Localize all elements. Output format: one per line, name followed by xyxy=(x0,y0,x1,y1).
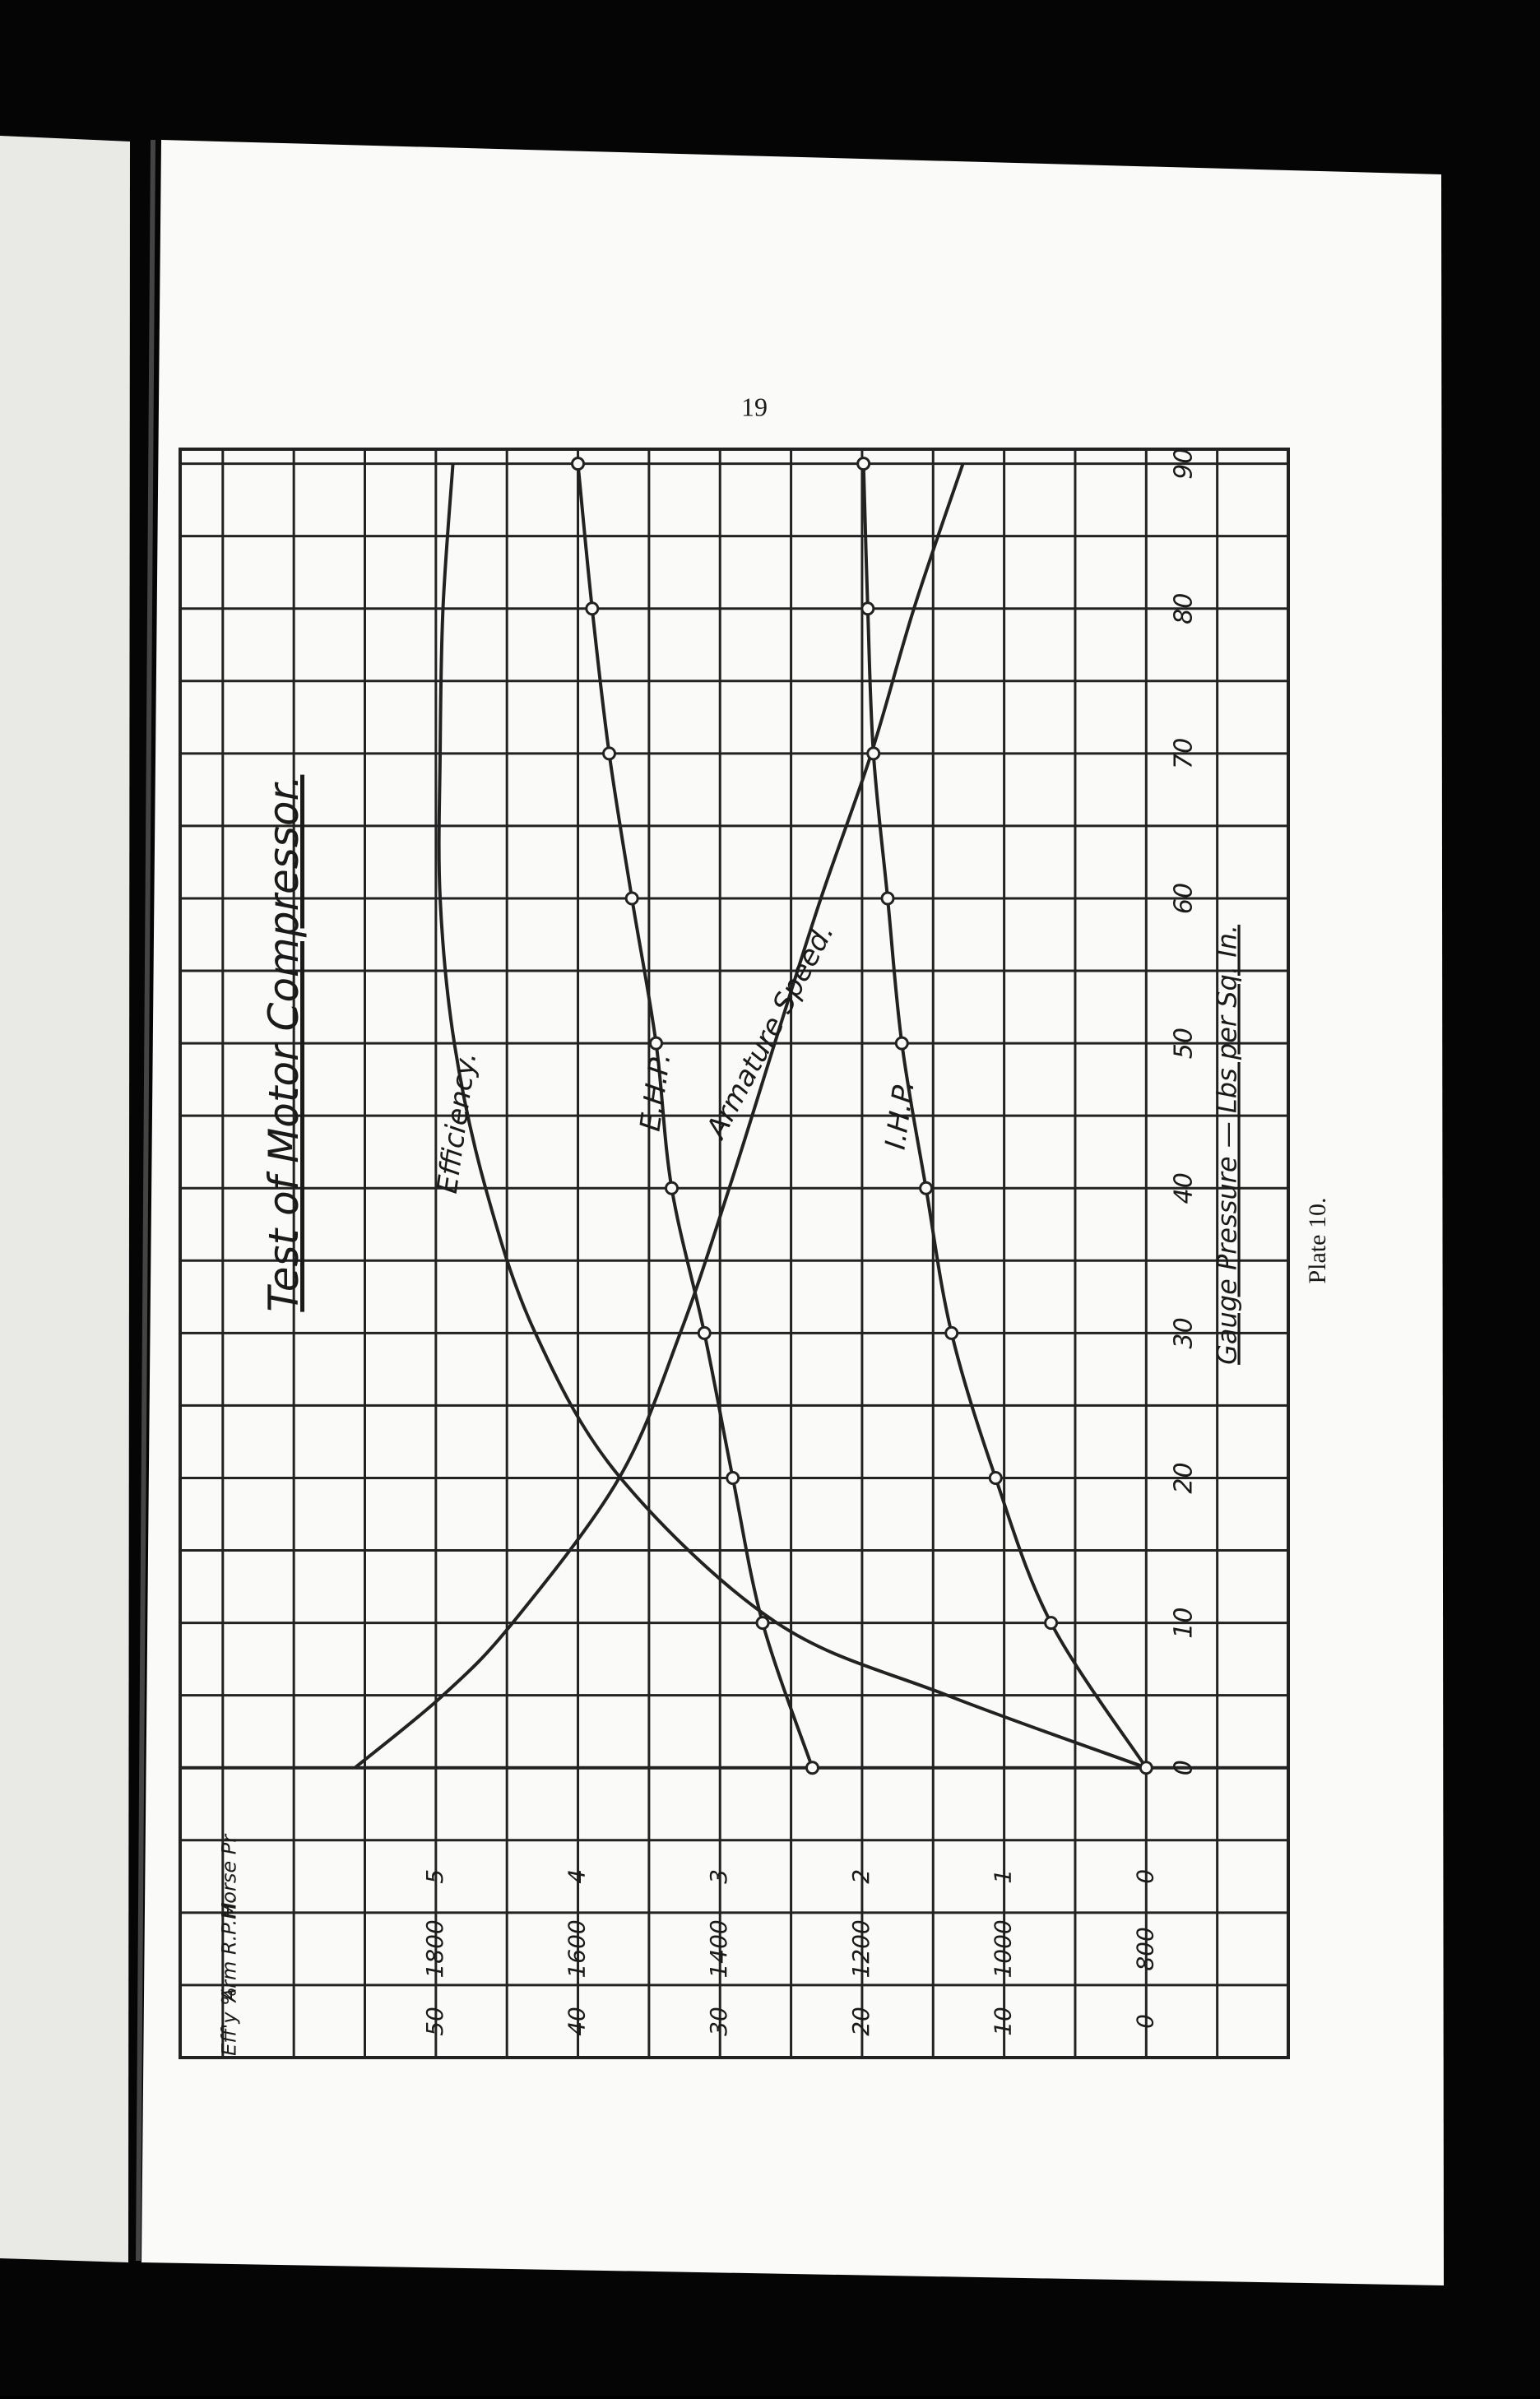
data-point xyxy=(755,1616,770,1631)
y-tick-label: 50 xyxy=(421,2007,448,2036)
y-tick-label: 1000 xyxy=(990,1919,1017,1978)
page-edge xyxy=(136,139,155,2262)
data-point xyxy=(571,457,586,471)
y-tick-label: 2 xyxy=(847,1869,874,1884)
x-tick-label: 60 xyxy=(1169,883,1198,914)
data-line xyxy=(576,463,814,1769)
page-number: 19 xyxy=(741,392,768,421)
data-point xyxy=(624,891,639,906)
x-tick-label: 70 xyxy=(1169,738,1198,769)
y-tick-label: 4 xyxy=(564,1869,591,1884)
y-tick-label: 0 xyxy=(1131,1869,1158,1884)
data-point xyxy=(988,1470,1003,1485)
data-point xyxy=(880,891,895,906)
x-tick-label: 10 xyxy=(1169,1608,1198,1639)
x-tick-label: 20 xyxy=(1169,1462,1198,1493)
data-line xyxy=(437,463,1147,1770)
x-tick-label: 0 xyxy=(1169,1760,1198,1775)
axis-label: Eff'y % xyxy=(217,1987,240,2056)
data-point xyxy=(860,601,875,616)
data-point xyxy=(866,746,881,761)
y-tick-label: 10 xyxy=(990,2007,1017,2036)
data-point xyxy=(805,1761,819,1775)
chart: 0 10 20 30 40 50 60 70 80 90 0 1 2 3 4 5 Horse Pr 800 1000… xyxy=(179,448,1290,2059)
data-point xyxy=(602,746,617,761)
y-tick-label: 20 xyxy=(847,2007,874,2036)
page xyxy=(141,140,1444,2285)
x-tick-label: 90 xyxy=(1169,448,1198,480)
x-axis-label: Gauge Pressure — Lbs per Sq. In. xyxy=(1211,925,1242,1365)
data-point xyxy=(726,1470,740,1485)
y-tick-label: 1200 xyxy=(847,1919,874,1978)
y-tick-label: 1800 xyxy=(421,1919,448,1978)
data-point xyxy=(585,601,600,616)
x-tick-label: 30 xyxy=(1169,1317,1198,1348)
y-tick-label: 30 xyxy=(705,2007,732,2036)
data-point xyxy=(1139,1761,1153,1775)
data-point xyxy=(894,1036,909,1051)
data-line xyxy=(861,463,1148,1769)
x-tick-label: 50 xyxy=(1169,1028,1198,1059)
y-tick-label: 1 xyxy=(990,1869,1017,1884)
plate-caption: Plate 10. xyxy=(1304,1198,1331,1284)
facing-page xyxy=(0,136,130,2262)
y-tick-label: 5 xyxy=(421,1869,448,1884)
data-point xyxy=(649,1036,664,1051)
axis-label: Arm R.P.M. xyxy=(217,1896,240,2004)
y-tick-label: 1400 xyxy=(705,1919,732,1978)
chart-title: Test of Motor Compressor. xyxy=(260,775,308,1312)
y-tick-label: 40 xyxy=(564,2007,591,2036)
x-tick-label: 80 xyxy=(1169,593,1198,624)
data-point xyxy=(665,1181,680,1195)
data-point xyxy=(944,1325,959,1340)
data-point xyxy=(856,457,871,471)
y-tick-label: 1600 xyxy=(564,1919,591,1978)
data-line xyxy=(354,462,965,1770)
y-tick-label: 3 xyxy=(705,1869,732,1884)
x-tick-label: 40 xyxy=(1169,1172,1198,1204)
data-point xyxy=(1044,1616,1059,1631)
y-tick-label: 800 xyxy=(1131,1927,1158,1970)
y-tick-label: 0 xyxy=(1131,2014,1158,2029)
axis-label: Horse Pr xyxy=(217,1833,240,1919)
data-point xyxy=(919,1181,934,1195)
data-point xyxy=(697,1325,712,1340)
